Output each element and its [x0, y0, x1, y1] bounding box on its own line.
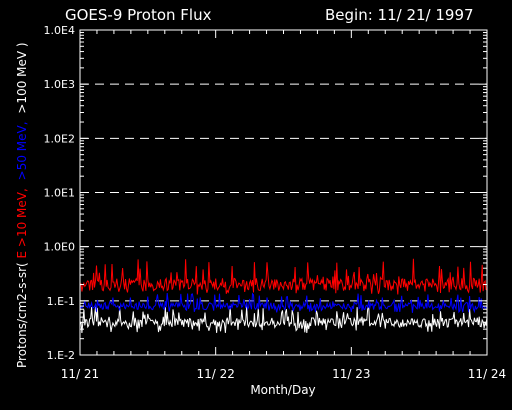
y-axis-label-prefix: Protons/cm2-s-sr( — [15, 262, 29, 368]
chart-title: GOES-9 Proton Flux — [65, 6, 212, 24]
data-series — [79, 258, 488, 333]
x-tick-label: 11/ 22 — [196, 367, 234, 381]
series-line — [79, 292, 488, 314]
series-line — [79, 306, 488, 333]
x-axis-label: Month/Day — [250, 383, 315, 397]
x-tick-label: 11/ 23 — [332, 367, 370, 381]
y-tick-label: 1.0E2 — [44, 132, 75, 145]
series-line — [79, 258, 488, 295]
x-axis: 11/ 21 11/ 22 11/ 23 11/ 24 — [61, 30, 506, 381]
y-tick-label: 1.E-1 — [47, 295, 75, 308]
y-tick-label: 1.0E0 — [44, 241, 75, 254]
y-axis-label-e10: E >10 MeV, — [15, 188, 29, 258]
y-tick-label: 1.0E1 — [44, 187, 75, 200]
y-tick-label: 1.0E4 — [44, 24, 75, 37]
x-tick-label: 11/ 21 — [61, 367, 99, 381]
y-axis-label: Protons/cm2-s-sr( E >10 MeV, >50 MeV, >1… — [15, 42, 29, 368]
grid-lines — [80, 83, 487, 302]
x-tick-label: 11/ 24 — [468, 367, 506, 381]
y-tick-label: 1.E-2 — [47, 349, 75, 362]
y-axis: 1.E-2 1.E-1 1.0E0 1.0E1 1.0E2 1.0E3 1.0E4 — [44, 24, 487, 362]
y-axis-label-e50: >50 MeV, — [15, 121, 29, 180]
chart-begin-date: Begin: 11/ 21/ 1997 — [325, 6, 474, 24]
y-axis-label-e100: >100 MeV ) — [15, 42, 29, 113]
y-tick-label: 1.0E3 — [44, 78, 75, 91]
